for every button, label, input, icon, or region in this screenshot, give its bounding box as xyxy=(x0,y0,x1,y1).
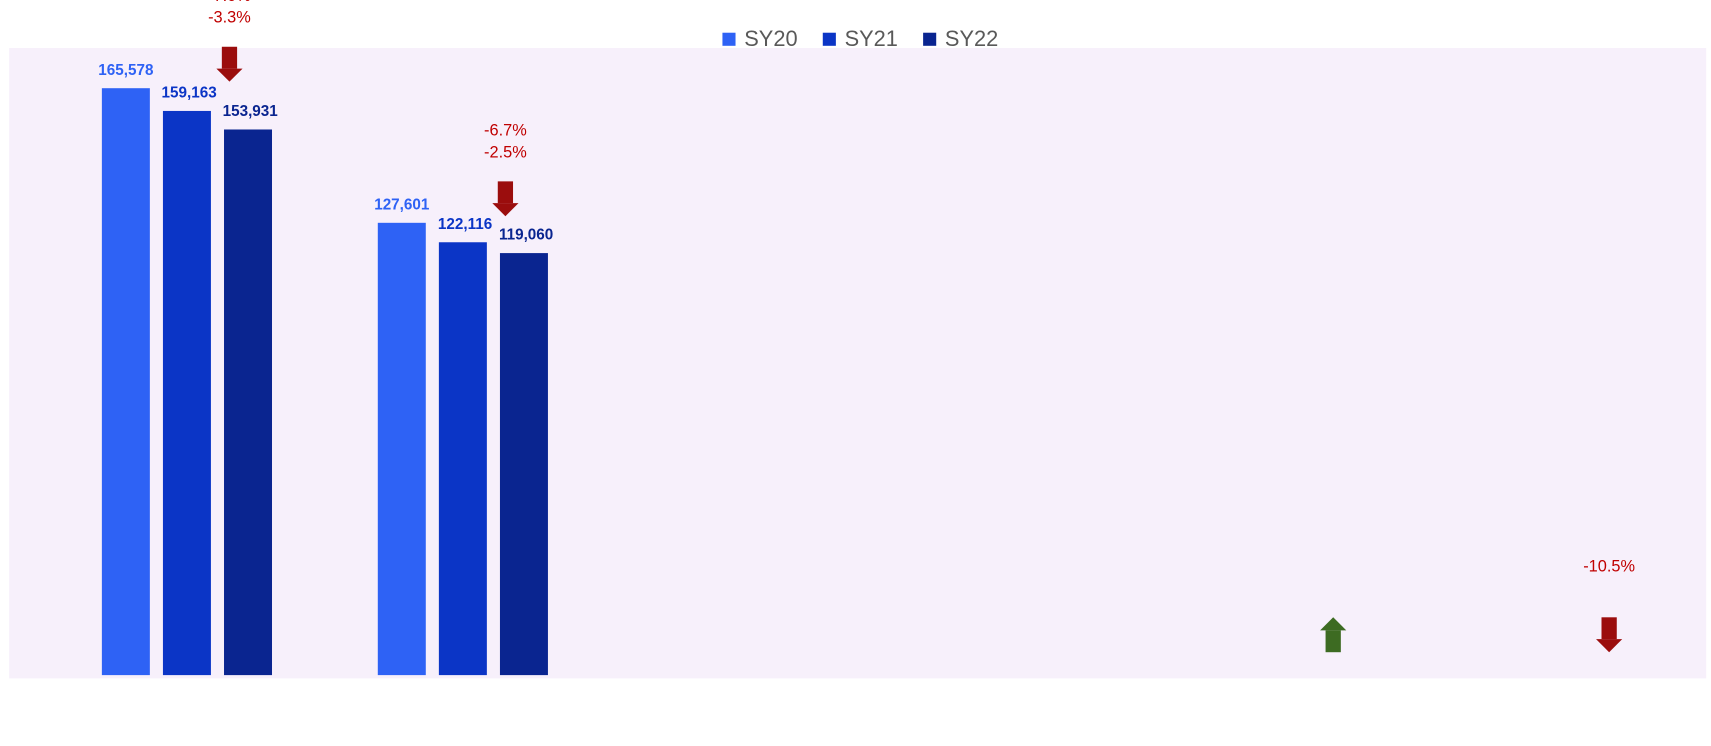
bar xyxy=(500,253,548,675)
value-label: 119,060 xyxy=(499,227,553,244)
change-label: -7.0% xyxy=(208,0,251,5)
bar xyxy=(163,111,211,675)
arrow xyxy=(498,181,513,203)
value-label: 153,931 xyxy=(223,103,279,120)
bar xyxy=(224,129,272,675)
bar xyxy=(439,242,487,675)
bar xyxy=(102,88,150,675)
legend-label: SY20 xyxy=(744,26,797,51)
arrow xyxy=(1602,617,1617,639)
legend-swatch xyxy=(722,33,735,46)
legend-label: SY21 xyxy=(845,26,898,51)
chart: SY20 SY21 SY22 165,578 159,163 153,931 127,601… xyxy=(0,0,1711,746)
value-label: 159,163 xyxy=(162,85,217,102)
arrow xyxy=(222,47,237,69)
legend-label: SY22 xyxy=(945,26,998,51)
change-label: -3.3% xyxy=(208,9,251,27)
legend-swatch xyxy=(923,33,936,46)
change-label: -10.5% xyxy=(1583,557,1635,575)
legend-swatch xyxy=(823,33,836,46)
bar xyxy=(378,223,426,675)
value-label: 127,601 xyxy=(374,196,430,213)
change-label: -6.7% xyxy=(484,122,527,140)
value-label: 165,578 xyxy=(98,62,154,79)
arrow xyxy=(1326,630,1341,652)
value-label: 122,116 xyxy=(438,216,492,233)
change-label: -2.5% xyxy=(484,143,527,161)
